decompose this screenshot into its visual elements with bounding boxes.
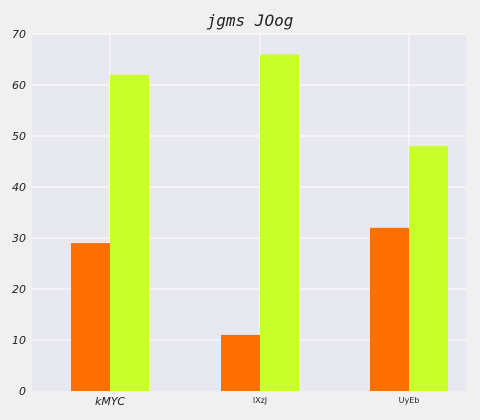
bar-lXzJ-series-2 — [260, 54, 299, 392]
x-tick-label: kMYC — [95, 395, 125, 408]
bars — [71, 54, 448, 392]
x-tick-label: UyEb — [399, 396, 420, 405]
y-tick-label: 10 — [12, 334, 26, 347]
bar-UyEb-series-1 — [370, 227, 409, 391]
y-tick-label: 70 — [12, 28, 26, 41]
y-tick-label: 20 — [12, 283, 26, 296]
y-tick-label: 50 — [12, 130, 26, 143]
y-tick-label: 60 — [12, 79, 26, 92]
bar-lXzJ-series-1 — [221, 334, 260, 391]
y-tick-label: 0 — [19, 385, 26, 398]
x-axis-ticks: kMYC lXzJ UyEb — [95, 395, 419, 408]
chart-title: jgms JOog — [207, 11, 294, 30]
y-axis-ticks: 0 10 20 30 40 50 60 70 — [12, 28, 26, 398]
y-tick-label: 40 — [12, 181, 26, 194]
bar-kMYC-series-1 — [71, 243, 110, 391]
x-tick-label: lXzJ — [253, 396, 267, 405]
bar-kMYC-series-2 — [110, 74, 149, 392]
y-tick-label: 30 — [12, 232, 26, 245]
bar-UyEb-series-2 — [409, 146, 448, 391]
